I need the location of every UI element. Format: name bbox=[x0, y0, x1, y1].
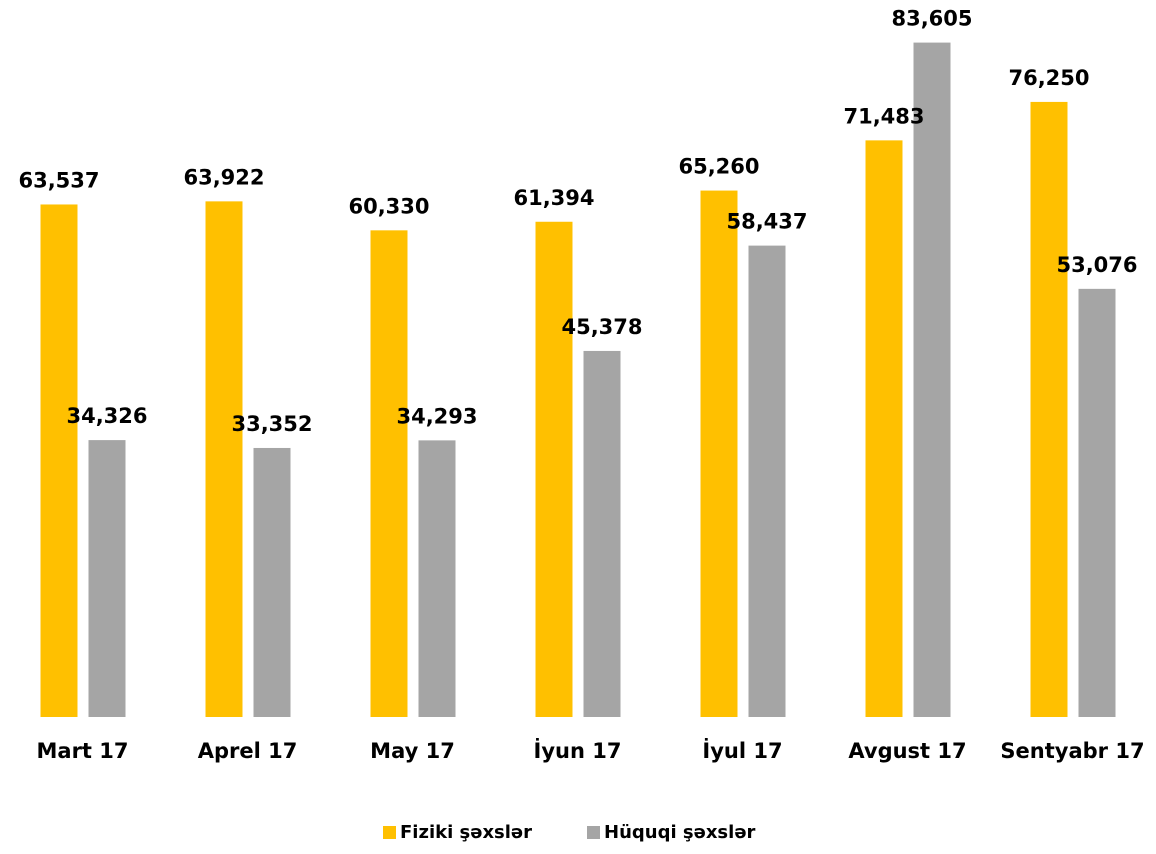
x-tick-label: İyul 17 bbox=[702, 738, 782, 763]
bar bbox=[253, 447, 291, 717]
legend-label: Fiziki şəxslər bbox=[400, 822, 532, 843]
bar bbox=[583, 350, 621, 717]
data-label: 61,394 bbox=[513, 186, 594, 210]
data-label: 65,260 bbox=[678, 155, 759, 179]
legend-swatch bbox=[587, 826, 600, 839]
bar bbox=[535, 221, 573, 717]
data-label: 53,076 bbox=[1056, 253, 1137, 277]
x-tick-label: Aprel 17 bbox=[198, 739, 298, 763]
x-tick-label: May 17 bbox=[370, 739, 455, 763]
bar bbox=[370, 230, 408, 717]
bar bbox=[748, 245, 786, 717]
bar bbox=[418, 440, 456, 717]
data-label: 63,922 bbox=[183, 165, 264, 189]
bar bbox=[700, 190, 738, 717]
x-tick-label: Mart 17 bbox=[37, 739, 129, 763]
bar bbox=[913, 42, 951, 718]
bar bbox=[88, 440, 126, 717]
data-label: 33,352 bbox=[231, 412, 312, 436]
bar bbox=[1078, 288, 1116, 717]
bar bbox=[1030, 101, 1068, 717]
data-label: 76,250 bbox=[1008, 66, 1089, 90]
x-tick-label: Sentyabr 17 bbox=[1000, 739, 1144, 763]
data-label: 34,293 bbox=[396, 404, 477, 428]
bar bbox=[205, 201, 243, 717]
data-label: 34,326 bbox=[66, 404, 147, 428]
bar bbox=[865, 140, 903, 717]
legend-swatch bbox=[383, 826, 396, 839]
data-label: 45,378 bbox=[561, 315, 642, 339]
x-tick-label: Avgust 17 bbox=[848, 739, 966, 763]
x-tick-label: İyun 17 bbox=[534, 738, 622, 763]
legend-label: Hüquqi şəxslər bbox=[604, 822, 756, 843]
data-label: 58,437 bbox=[726, 210, 807, 234]
data-label: 63,537 bbox=[18, 168, 99, 192]
bar bbox=[40, 204, 78, 717]
data-label: 71,483 bbox=[843, 104, 924, 128]
data-label: 60,330 bbox=[348, 194, 429, 218]
data-label: 83,605 bbox=[891, 7, 972, 31]
